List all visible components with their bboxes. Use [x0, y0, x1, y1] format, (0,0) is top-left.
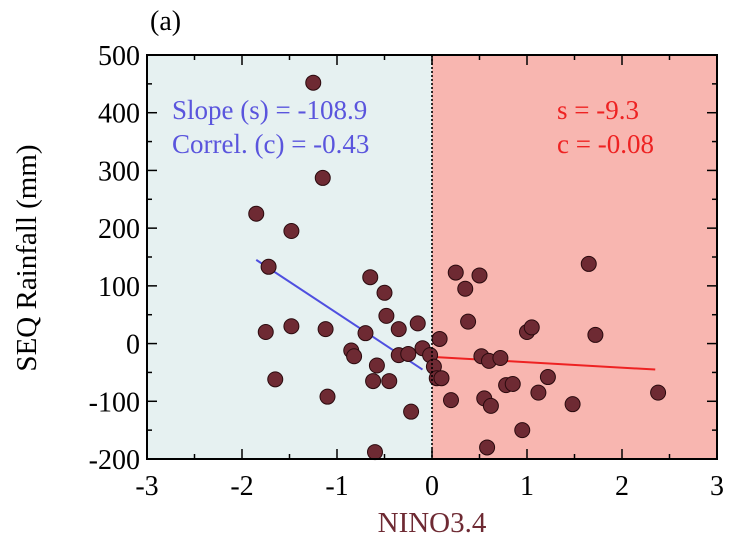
- data-point: [504, 375, 521, 392]
- annotation-correl-negative: Correl. (c) = -0.43: [172, 129, 369, 159]
- data-point: [257, 324, 274, 341]
- data-point: [314, 169, 331, 186]
- y-axis-label: SEQ Rainfall (mm): [11, 144, 43, 371]
- data-point: [492, 350, 509, 366]
- data-point: [362, 269, 379, 286]
- data-point: [357, 325, 374, 342]
- y-tick-label: -100: [89, 387, 140, 418]
- data-point: [523, 319, 540, 336]
- data-point: [390, 321, 407, 338]
- data-point: [368, 357, 385, 374]
- annotation-slope-positive: s = -9.3: [557, 95, 639, 125]
- data-point: [457, 280, 474, 297]
- data-point: [260, 258, 277, 275]
- y-tick-label: 100: [98, 272, 140, 303]
- data-point: [514, 422, 531, 439]
- annotation-slope-negative: Slope (s) = -108.9: [172, 95, 367, 125]
- y-tick-label: 500: [98, 41, 140, 72]
- panel-label: (a): [150, 6, 181, 37]
- region-positive: [432, 55, 717, 459]
- data-point: [479, 439, 496, 456]
- x-tick-label: 3: [710, 471, 724, 502]
- x-axis: -3 -2 -1 0 1 2 3: [135, 55, 724, 502]
- data-point: [447, 264, 464, 281]
- data-point: [400, 345, 417, 362]
- positive-fit-line: [431, 355, 656, 371]
- data-point: [305, 74, 322, 91]
- data-point: [431, 330, 448, 347]
- annotation-correl-positive: c = -0.08: [557, 129, 654, 159]
- y-tick-label: 300: [98, 156, 140, 187]
- data-point: [564, 396, 581, 413]
- data-points: [248, 74, 667, 461]
- x-tick-label: -3: [135, 471, 158, 502]
- data-point: [580, 255, 597, 272]
- x-tick-label: 0: [425, 471, 439, 502]
- data-point: [248, 205, 265, 222]
- data-point: [530, 384, 547, 401]
- x-tick-label: -2: [230, 471, 253, 502]
- data-point: [319, 388, 336, 405]
- data-point: [283, 223, 300, 240]
- x-tick-label: 2: [615, 471, 629, 502]
- data-point: [367, 444, 383, 461]
- data-point: [471, 267, 488, 284]
- y-tick-label: 200: [98, 214, 140, 245]
- y-axis: -200 -100 0 100 200 300 400 500: [89, 41, 717, 476]
- data-point: [403, 403, 420, 420]
- y-tick-label: 0: [126, 330, 140, 361]
- x-axis-label: NINO3.4: [378, 507, 487, 539]
- data-point: [587, 326, 604, 343]
- x-tick-label: -1: [325, 471, 348, 502]
- data-point: [539, 369, 556, 386]
- data-point: [378, 307, 395, 324]
- data-point: [409, 315, 426, 332]
- data-point: [376, 284, 393, 301]
- data-point: [381, 373, 398, 390]
- data-point: [283, 318, 300, 335]
- data-point: [433, 370, 450, 387]
- data-point: [460, 313, 477, 330]
- y-tick-label: -200: [89, 445, 140, 476]
- data-point: [650, 384, 667, 401]
- x-tick-label: 1: [520, 471, 534, 502]
- data-point: [443, 392, 459, 409]
- data-point: [365, 373, 382, 390]
- data-point: [317, 321, 334, 338]
- data-point: [482, 397, 499, 414]
- y-tick-label: 400: [98, 99, 140, 130]
- region-negative: [147, 55, 432, 459]
- data-point: [267, 371, 284, 388]
- data-point: [346, 348, 363, 365]
